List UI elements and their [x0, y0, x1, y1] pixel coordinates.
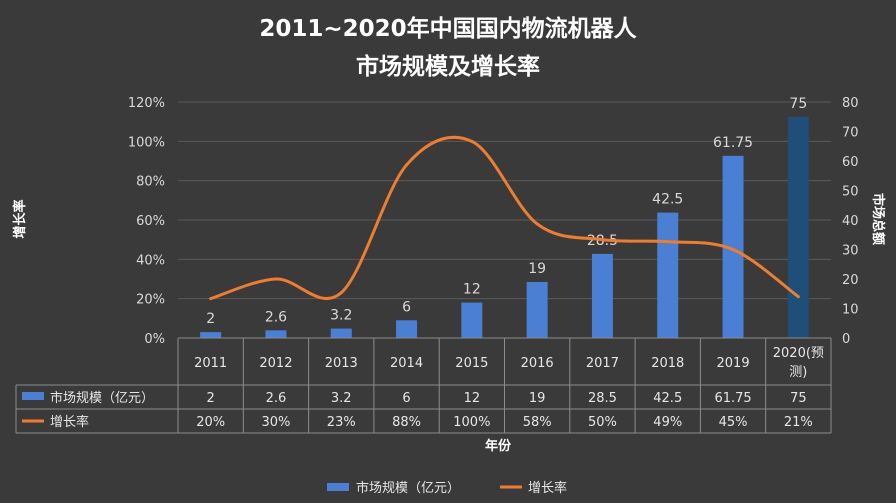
bar — [591, 253, 613, 338]
category-label: 2011 — [194, 356, 227, 371]
table-value-growth-rate: 21% — [784, 415, 813, 430]
right-tick-label: 80 — [842, 96, 859, 111]
table-row-header-growth-rate: 增长率 — [50, 414, 89, 430]
legend: 市场规模（亿元） 增长率 — [327, 480, 567, 496]
table-value-market-size: 6 — [402, 391, 410, 406]
chart-title-line2: 市场规模及增长率 — [356, 53, 540, 80]
growth-rate-point — [600, 238, 604, 242]
bar — [396, 320, 418, 338]
category-label: 2013 — [325, 356, 358, 371]
table-value-growth-rate: 100% — [453, 415, 490, 430]
left-tick-label: 20% — [136, 293, 165, 308]
table-value-market-size: 61.75 — [714, 391, 751, 406]
category-label: 测) — [789, 365, 807, 380]
bar — [722, 155, 744, 338]
table-value-growth-rate: 23% — [327, 415, 356, 430]
bar-value-label: 75 — [789, 96, 807, 112]
left-tick-label: 120% — [128, 96, 165, 111]
table-value-growth-rate: 45% — [719, 415, 748, 430]
growth-line — [209, 135, 800, 301]
growth-rate-point — [274, 277, 278, 281]
right-axis-title: 市场总额 — [870, 193, 886, 245]
growth-rate-point — [405, 163, 409, 167]
right-axis-ticks: 0 10 20 30 40 50 60 70 80 — [842, 96, 859, 347]
left-tick-label: 0% — [144, 332, 165, 347]
growth-rate-point — [470, 139, 474, 143]
bar — [200, 332, 222, 338]
left-tick-label: 60% — [136, 214, 165, 229]
table-value-market-size: 2.6 — [266, 391, 287, 406]
bar-value-label: 61.75 — [713, 135, 753, 151]
bar-value-label: 42.5 — [652, 192, 683, 208]
category-label: 2017 — [586, 356, 619, 371]
growth-rate-line — [210, 135, 800, 301]
table-value-growth-rate: 20% — [196, 415, 225, 430]
right-tick-label: 50 — [842, 185, 859, 200]
bar — [657, 212, 679, 338]
growth-rate-point — [666, 240, 670, 244]
bar-value-label: 2.6 — [265, 309, 287, 325]
bar — [265, 330, 287, 338]
legend-label-growth-rate: 增长率 — [528, 480, 567, 496]
right-tick-label: 40 — [842, 214, 859, 229]
bar-value-label: 6 — [402, 299, 411, 315]
table-value-market-size: 3.2 — [331, 391, 352, 406]
bar-value-label: 12 — [463, 282, 481, 298]
table-value-market-size: 19 — [529, 391, 546, 406]
bar-value-label: 2 — [206, 311, 215, 327]
bar — [787, 116, 809, 338]
bar-value-label: 19 — [528, 261, 546, 277]
table-value-growth-rate: 30% — [261, 415, 290, 430]
table-value-growth-rate: 88% — [392, 415, 421, 430]
table-key-bar — [22, 392, 44, 400]
table-value-market-size: 28.5 — [588, 391, 617, 406]
growth-rate-point — [535, 222, 539, 226]
growth-rate-point — [731, 248, 735, 251]
left-axis-title: 增长率 — [12, 199, 28, 238]
bar — [461, 302, 483, 338]
right-tick-label: 60 — [842, 155, 859, 170]
table-value-market-size: 12 — [464, 391, 481, 406]
bar — [330, 328, 352, 338]
bar — [526, 281, 548, 338]
right-tick-label: 20 — [842, 273, 859, 288]
category-label: 2020(预 — [773, 346, 824, 361]
category-label: 2016 — [521, 356, 554, 371]
left-tick-label: 80% — [136, 175, 165, 190]
table-value-market-size: 2 — [207, 391, 215, 406]
right-tick-label: 0 — [842, 332, 850, 347]
bar-value-label: 3.2 — [330, 308, 352, 324]
growth-rate-point — [796, 295, 800, 299]
right-tick-label: 30 — [842, 244, 859, 259]
category-label: 2015 — [455, 356, 488, 371]
left-tick-label: 100% — [128, 135, 165, 150]
growth-rate-point — [209, 297, 213, 301]
right-tick-label: 70 — [842, 126, 859, 141]
table-value-growth-rate: 49% — [653, 415, 682, 430]
table-value-growth-rate: 58% — [523, 415, 552, 430]
bars — [200, 116, 809, 338]
category-label: 2019 — [717, 356, 750, 371]
data-table: 2011 2 20% 2012 2.6 30% 2013 3.2 23% 2014 6 88% 2015… — [15, 337, 832, 434]
table-row-header-market-size: 市场规模（亿元） — [50, 390, 154, 406]
category-label: 2018 — [651, 356, 684, 371]
left-tick-label: 40% — [136, 253, 165, 268]
table-value-market-size: 75 — [790, 391, 807, 406]
table-value-growth-rate: 50% — [588, 415, 617, 430]
right-tick-label: 10 — [842, 303, 859, 318]
category-label: 2012 — [259, 356, 292, 371]
table-value-market-size: 42.5 — [653, 391, 682, 406]
chart-title-line1: 2011~2020年中国国内物流机器人 — [259, 15, 637, 42]
legend-swatch-market-size — [327, 483, 349, 491]
growth-rate-point — [339, 291, 343, 295]
left-axis-ticks: 0% 20% 40% 60% 80% 100% 120% — [128, 96, 165, 347]
x-axis-title: 年份 — [485, 438, 512, 454]
category-label: 2014 — [390, 356, 423, 371]
legend-label-market-size: 市场规模（亿元） — [356, 480, 460, 496]
